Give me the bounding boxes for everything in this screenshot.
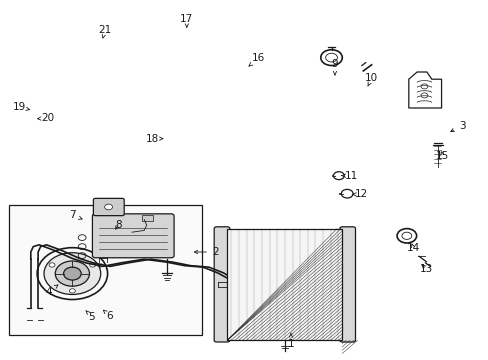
FancyBboxPatch shape [142, 215, 152, 221]
FancyBboxPatch shape [236, 278, 256, 302]
Text: 19: 19 [13, 102, 29, 112]
Circle shape [55, 261, 89, 286]
Text: 5: 5 [85, 311, 95, 322]
Circle shape [104, 204, 112, 210]
Circle shape [63, 267, 81, 280]
Text: 4: 4 [45, 285, 58, 297]
Text: 21: 21 [98, 24, 112, 38]
Text: 11: 11 [341, 171, 357, 181]
Text: 20: 20 [38, 113, 54, 123]
FancyBboxPatch shape [339, 227, 355, 342]
Circle shape [44, 253, 101, 294]
Circle shape [90, 263, 96, 267]
Text: 13: 13 [419, 264, 432, 274]
Text: 1: 1 [287, 333, 294, 349]
FancyBboxPatch shape [214, 227, 229, 342]
Circle shape [49, 263, 55, 267]
Text: 18: 18 [145, 134, 163, 144]
Text: 9: 9 [331, 59, 338, 75]
Bar [9, 205, 202, 335]
Text: 10: 10 [365, 73, 377, 86]
Text: 2: 2 [194, 247, 218, 257]
Text: 15: 15 [435, 150, 448, 161]
Text: 8: 8 [115, 220, 122, 230]
Text: 6: 6 [103, 310, 113, 321]
FancyBboxPatch shape [93, 198, 124, 216]
Text: 14: 14 [406, 243, 419, 253]
Text: 3: 3 [450, 121, 465, 132]
Text: 7: 7 [69, 210, 82, 220]
Bar [227, 229, 342, 340]
FancyBboxPatch shape [92, 214, 174, 258]
Text: 12: 12 [352, 189, 368, 199]
Circle shape [69, 289, 75, 293]
Text: 16: 16 [248, 53, 264, 66]
Text: 17: 17 [180, 14, 193, 27]
